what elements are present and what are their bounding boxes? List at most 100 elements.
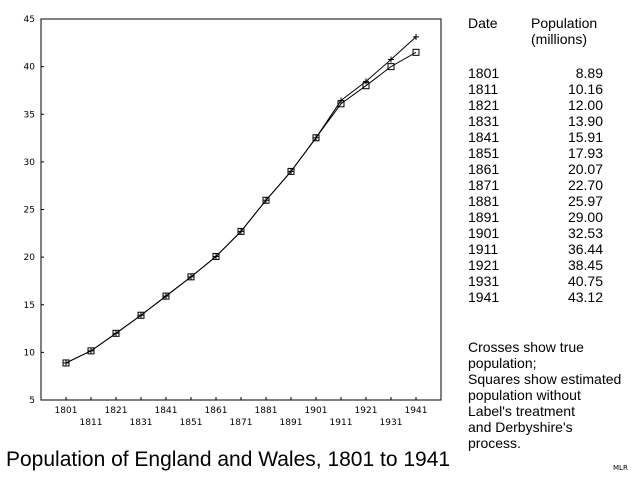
table-row: 1841 15.91 xyxy=(468,129,636,145)
note-line: Crosses show true xyxy=(468,339,584,355)
row-date: 1811 xyxy=(468,81,499,97)
row-date: 1881 xyxy=(468,193,500,209)
plot-frame xyxy=(40,18,442,401)
note-line: population without xyxy=(468,387,581,403)
y-tick-label: 35 xyxy=(24,110,35,120)
table-body: 1801 8.89 1811 10.16 1821 12.00 1831 13.90 1… xyxy=(468,65,636,305)
row-date: 1821 xyxy=(468,97,500,113)
row-population: 20.07 xyxy=(567,161,603,177)
row-date: 1851 xyxy=(468,145,500,161)
row-population: 10.16 xyxy=(567,81,603,97)
row-population: 22.70 xyxy=(567,177,603,193)
row-date: 1941 xyxy=(468,289,500,305)
square-marker xyxy=(312,134,320,142)
square-marker xyxy=(412,48,420,56)
table-row: 1801 8.89 xyxy=(468,65,636,81)
header-population-line2: (millions) xyxy=(531,31,587,47)
row-population: 8.89 xyxy=(575,65,603,81)
square-marker xyxy=(237,227,245,235)
square-marker xyxy=(187,273,195,281)
square-marker xyxy=(212,252,220,260)
row-population: 36.44 xyxy=(567,241,603,257)
square-marker xyxy=(287,167,295,175)
note-line: and Derbyshire's xyxy=(468,419,573,435)
table-row: 1811 10.16 xyxy=(468,81,636,97)
x-tick-label: 1871 xyxy=(230,418,253,428)
x-tick-label: 1811 xyxy=(80,418,103,428)
y-tick-label: 15 xyxy=(24,301,35,311)
square-marker xyxy=(387,63,395,71)
row-population: 32.53 xyxy=(567,225,603,241)
row-date: 1891 xyxy=(468,209,500,225)
table-row: 1891 29.00 xyxy=(468,209,636,225)
square-marker xyxy=(262,196,270,204)
x-axis: 1801181118211831184118511861187118811891… xyxy=(55,397,428,428)
data-table: Date Population (millions) 1801 8.89 1811… xyxy=(468,15,636,305)
y-tick-label: 20 xyxy=(24,253,36,263)
row-date: 1921 xyxy=(468,257,500,273)
row-date: 1831 xyxy=(468,113,500,129)
row-date: 1871 xyxy=(468,177,500,193)
table-row: 1871 22.70 xyxy=(468,177,636,193)
row-date: 1911 xyxy=(468,241,499,257)
table-row: 1881 25.97 xyxy=(468,193,636,209)
header-date: Date xyxy=(468,15,498,31)
square-marker xyxy=(137,311,145,319)
row-date: 1841 xyxy=(468,129,500,145)
x-tick-label: 1851 xyxy=(180,418,203,428)
row-population: 43.12 xyxy=(567,289,603,305)
chart-title: Population of England and Wales, 1801 to… xyxy=(6,448,451,471)
square-marker xyxy=(162,292,170,300)
row-population: 15.91 xyxy=(567,129,603,145)
x-tick-label: 1891 xyxy=(280,418,303,428)
y-tick-label: 10 xyxy=(24,348,36,358)
marker-note: Crosses show true population; Squares sh… xyxy=(468,339,638,451)
x-tick-label: 1821 xyxy=(105,406,128,416)
cross-marker xyxy=(363,78,369,85)
row-date: 1801 xyxy=(468,65,500,81)
y-tick-label: 30 xyxy=(24,158,36,168)
row-population: 38.45 xyxy=(567,257,603,273)
note-line: process. xyxy=(468,435,521,451)
row-date: 1861 xyxy=(468,161,500,177)
header-population-line1: Population xyxy=(531,15,598,31)
row-population: 17.93 xyxy=(567,145,603,161)
y-tick-label: 45 xyxy=(24,15,35,25)
row-date: 1931 xyxy=(468,273,500,289)
y-tick-label: 40 xyxy=(24,63,36,73)
x-tick-label: 1831 xyxy=(130,418,153,428)
author-credit: MLR xyxy=(613,464,628,472)
table-row: 1911 36.44 xyxy=(468,241,636,257)
row-population: 40.75 xyxy=(567,273,603,289)
x-tick-label: 1941 xyxy=(405,406,428,416)
row-population: 13.90 xyxy=(567,113,603,129)
header-population: Population (millions) xyxy=(531,15,631,47)
y-tick-label: 5 xyxy=(29,396,35,406)
table-row: 1851 17.93 xyxy=(468,145,636,161)
cross-marker xyxy=(388,56,394,63)
y-tick-label: 25 xyxy=(24,206,35,216)
estimated-population-line xyxy=(65,51,417,364)
x-tick-label: 1861 xyxy=(205,406,228,416)
table-row: 1921 38.45 xyxy=(468,257,636,273)
square-marker xyxy=(337,100,345,108)
square-marker xyxy=(362,82,370,90)
x-tick-label: 1901 xyxy=(305,406,328,416)
row-population: 12.00 xyxy=(567,97,603,113)
table-row: 1901 32.53 xyxy=(468,225,636,241)
x-tick-label: 1931 xyxy=(380,418,403,428)
x-tick-label: 1881 xyxy=(255,406,278,416)
note-line: population; xyxy=(468,355,537,371)
row-date: 1901 xyxy=(468,225,500,241)
square-marker xyxy=(112,329,120,337)
cross-marker xyxy=(413,33,419,40)
series-layer xyxy=(62,33,420,367)
x-tick-label: 1801 xyxy=(55,406,78,416)
x-tick-label: 1911 xyxy=(330,418,353,428)
x-tick-label: 1841 xyxy=(155,406,178,416)
y-axis: 5 10 15 20 25 30 35 40 45 xyxy=(24,15,44,406)
square-marker xyxy=(62,359,70,367)
table-row: 1941 43.12 xyxy=(468,289,636,305)
x-tick-label: 1921 xyxy=(355,406,378,416)
